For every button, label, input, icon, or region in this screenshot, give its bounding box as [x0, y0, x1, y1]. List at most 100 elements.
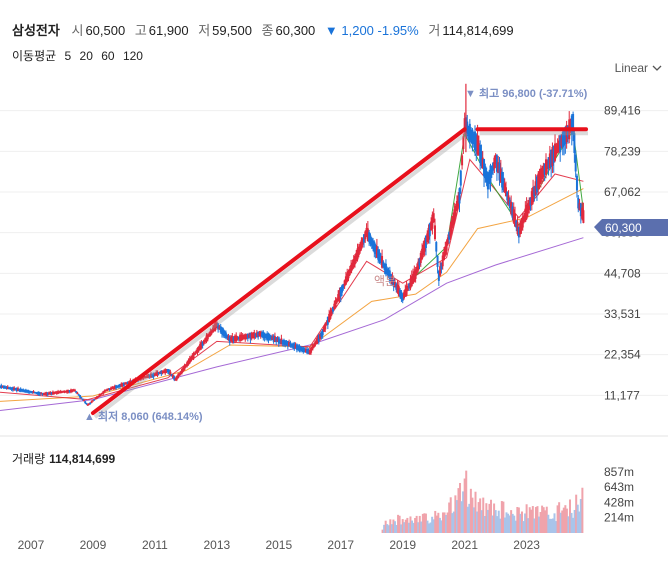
candle: [435, 242, 438, 252]
ma-60[interactable]: 60: [101, 49, 115, 63]
candle: [121, 383, 124, 387]
volume-bar: [503, 517, 506, 533]
candle: [515, 220, 518, 228]
price-tick-label: 11,177: [604, 388, 640, 402]
candle: [91, 400, 94, 402]
candle: [270, 335, 273, 340]
candle: [306, 349, 309, 354]
candle: [188, 358, 191, 364]
candle: [490, 166, 493, 175]
candle: [183, 365, 186, 370]
scale-selector[interactable]: Linear: [615, 61, 662, 75]
candle: [388, 270, 391, 281]
candle: [28, 390, 31, 393]
candle: [201, 341, 204, 346]
ma-120[interactable]: 120: [122, 49, 143, 63]
candle: [391, 276, 394, 285]
volume-bar: [570, 512, 573, 533]
candle: [18, 388, 21, 391]
candle: [246, 333, 249, 339]
candle: [80, 397, 83, 399]
candle: [449, 225, 452, 237]
candle: [44, 392, 47, 396]
volume-bar: [401, 519, 404, 533]
volume-bar: [479, 498, 482, 533]
candle: [503, 183, 506, 193]
candle: [377, 249, 380, 260]
ma-5[interactable]: 5: [64, 49, 72, 63]
price-tick-label: 67,062: [604, 185, 641, 199]
candle: [564, 127, 567, 145]
candle: [267, 333, 270, 341]
volume-bar: [480, 510, 483, 533]
candle: [514, 213, 517, 227]
candle: [521, 216, 524, 228]
volume-bar: [424, 513, 427, 533]
ma-line-120: [0, 237, 584, 411]
candle: [90, 401, 93, 403]
candle: [232, 336, 235, 342]
candle: [288, 341, 291, 347]
candle: [71, 389, 74, 392]
year-tick-label: 2007: [18, 538, 45, 552]
candle: [401, 294, 404, 301]
candle: [32, 391, 35, 394]
candle: [372, 240, 375, 249]
candle: [378, 252, 381, 262]
price-grid: [0, 110, 668, 396]
volume-bar: [561, 510, 564, 533]
candle: [276, 338, 279, 342]
candle: [383, 263, 386, 271]
candle: [211, 327, 214, 333]
candle: [346, 273, 349, 282]
candle: [480, 151, 483, 166]
close-value: 60,300: [275, 23, 316, 38]
candle: [565, 124, 568, 143]
quote-header: 삼성전자 시 60,500 고 61,900 저 59,500 종 60,300 ▼ 1…: [12, 20, 520, 39]
candle: [75, 391, 78, 393]
candle: [86, 404, 89, 406]
low-label: 저: [198, 23, 211, 38]
candle: [428, 223, 431, 237]
candle: [528, 200, 531, 210]
candle: [68, 390, 71, 393]
candle: [555, 145, 558, 155]
volume-bar: [428, 523, 431, 533]
candle: [343, 280, 346, 287]
candle: [166, 369, 169, 372]
moving-average-label: 이동평균: [12, 49, 57, 63]
volume-bar: [517, 507, 520, 533]
candle: [204, 338, 207, 343]
ma-20[interactable]: 20: [79, 49, 93, 63]
candle: [62, 391, 65, 393]
volume-label: 거: [428, 23, 441, 38]
candle: [432, 213, 435, 223]
candle: [517, 227, 520, 238]
candle: [315, 340, 318, 345]
year-tick-label: 2015: [265, 538, 292, 552]
candle: [240, 334, 243, 341]
candle: [533, 186, 536, 197]
volume-bar: [449, 497, 452, 533]
candle: [578, 202, 581, 211]
year-tick-label: 2017: [327, 538, 354, 552]
candle: [272, 335, 275, 342]
max-annotation: ▼ 최고 96,800 (-37.71%): [465, 86, 588, 100]
volume-bar: [434, 510, 437, 533]
candle: [532, 187, 535, 203]
candle: [42, 393, 45, 395]
candle: [544, 159, 547, 175]
candle: [495, 155, 498, 172]
candle: [236, 336, 239, 340]
candle: [361, 238, 364, 245]
candle: [173, 376, 176, 380]
volume-bar: [466, 506, 469, 533]
candle: [471, 129, 474, 145]
candle: [426, 233, 429, 243]
candle: [33, 391, 36, 394]
candle: [221, 327, 224, 335]
candle: [184, 364, 187, 367]
candle: [249, 332, 252, 340]
volume-bar: [469, 488, 472, 533]
